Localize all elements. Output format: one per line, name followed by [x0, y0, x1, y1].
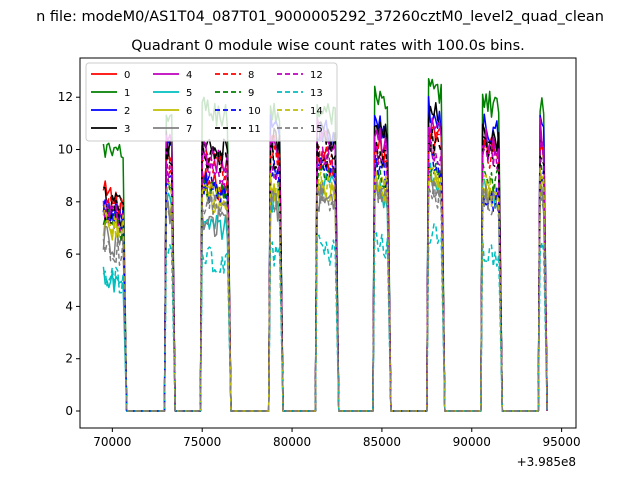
legend-label: 3 [124, 124, 130, 135]
y-tick-label: 0 [65, 404, 73, 418]
x-tick-label: 85000 [363, 435, 401, 449]
legend-label: 1 [124, 88, 130, 99]
legend-label: 8 [248, 70, 254, 81]
y-tick-label: 4 [65, 299, 73, 313]
y-tick-label: 12 [58, 90, 73, 104]
plot-frame [79, 57, 577, 429]
y-tick-label: 10 [58, 143, 73, 157]
legend-label: 4 [186, 70, 192, 81]
legend-label: 12 [310, 70, 323, 81]
legend-label: 7 [186, 124, 192, 135]
series-line-15 [102, 179, 548, 412]
y-axis: 0 2 4 6 8 10 12 [58, 90, 80, 418]
y-tick-label: 8 [65, 195, 73, 209]
legend-label: 14 [310, 106, 323, 117]
legend-label: 13 [310, 88, 323, 99]
legend-label: 0 [124, 70, 130, 81]
x-offset-label: +3.985e8 [517, 455, 576, 469]
legend-label: 11 [248, 124, 261, 135]
y-tick-label: 2 [65, 352, 73, 366]
legend-label: 6 [186, 106, 192, 117]
x-tick-label: 70000 [93, 435, 131, 449]
series-line-14 [102, 167, 548, 412]
x-axis: 70000 75000 80000 85000 90000 95000 [93, 428, 581, 449]
chart-suptitle: n file: modeM0/AS1T04_087T01_9000005292_… [36, 9, 604, 25]
legend-label: 2 [124, 106, 130, 117]
y-tick-label: 6 [65, 247, 73, 261]
chart-title: Quadrant 0 module wise count rates with … [131, 38, 525, 54]
x-tick-label: 75000 [183, 435, 221, 449]
x-tick-label: 80000 [273, 435, 311, 449]
legend-label: 5 [186, 88, 192, 99]
x-tick-label: 90000 [453, 435, 491, 449]
legend-label: 9 [248, 88, 254, 99]
x-tick-label: 95000 [543, 435, 581, 449]
legend-label: 10 [248, 106, 261, 117]
legend-label: 15 [310, 124, 323, 135]
legend-box [85, 62, 338, 142]
